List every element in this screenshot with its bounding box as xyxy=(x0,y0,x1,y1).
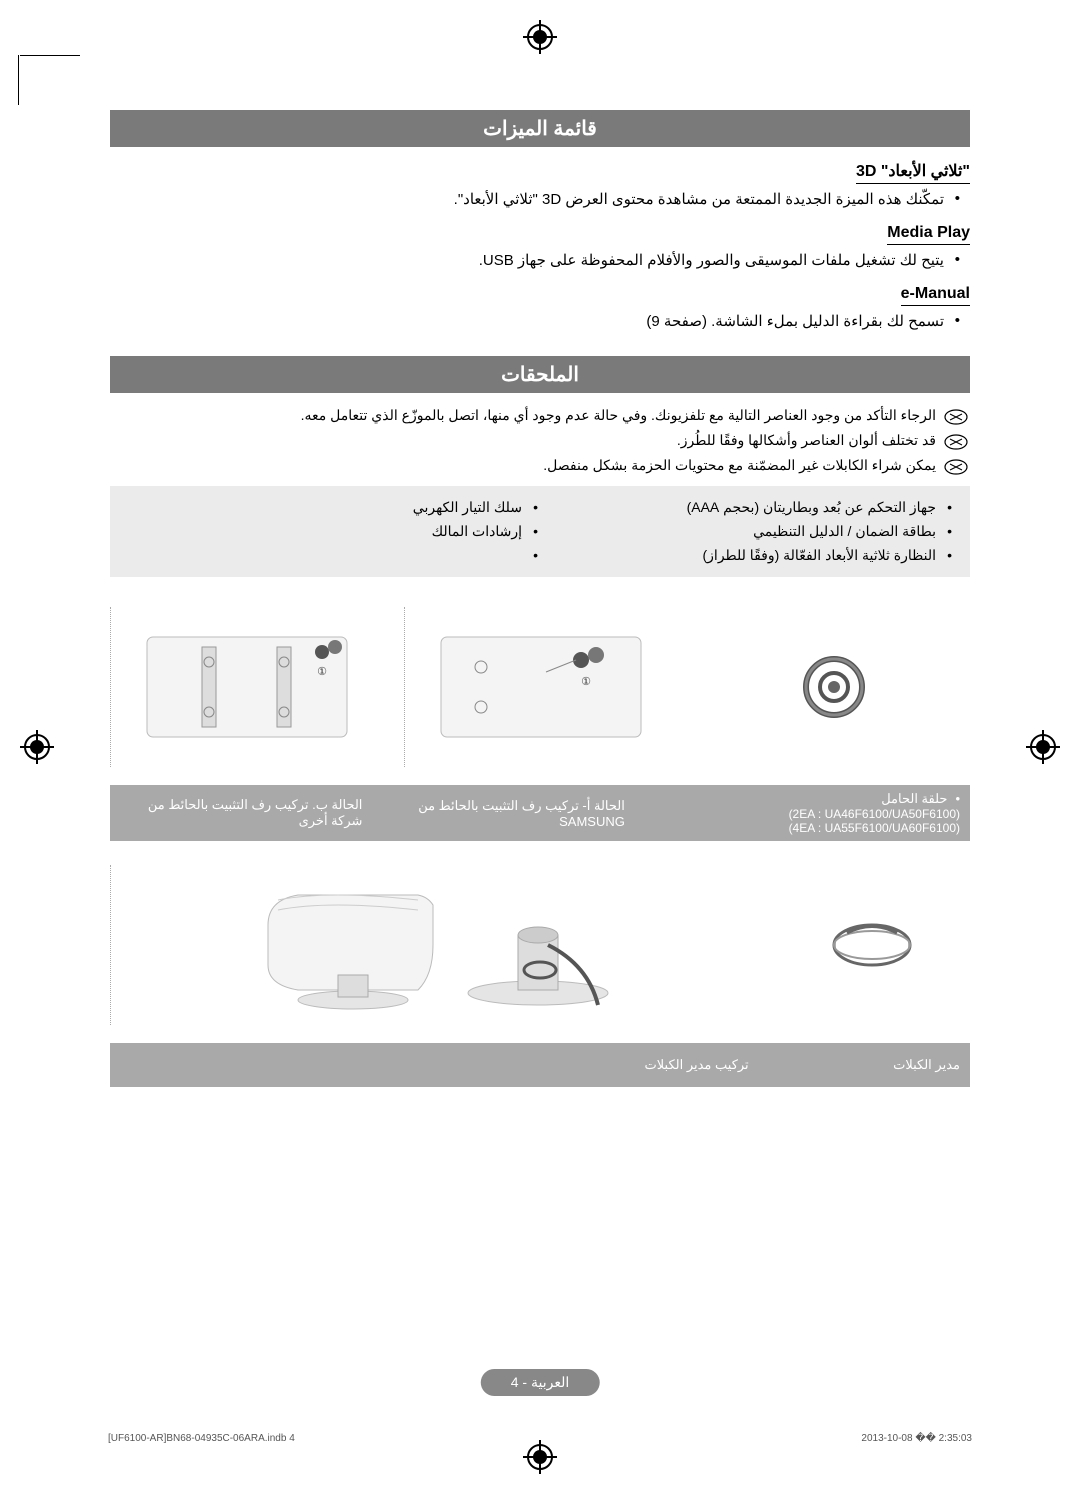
crop-mark xyxy=(20,55,80,56)
feature-description: تمكّنك هذه الميزة الجديدة الممتعة من مشا… xyxy=(110,190,970,208)
accessory-image-row: ① ① xyxy=(110,607,970,767)
registration-mark-icon xyxy=(24,734,50,760)
accessories-list-box: جهاز التحكم عن بُعد وبطاريتان (بحجم AAA)… xyxy=(110,486,970,577)
cable-manager-label: مدير الكبلات xyxy=(759,1043,970,1087)
ring-icon xyxy=(799,652,869,722)
list-item: النظارة ثلاثية الأبعاد الفعّالة (وفقًا ل… xyxy=(540,544,954,568)
registration-mark-icon xyxy=(1030,734,1056,760)
accessory-label-row: •حلقة الحامل (2EA : UA46F6100/UA50F6100)… xyxy=(110,785,970,841)
accessories-section-title: الملحقات xyxy=(110,356,970,393)
feature-description: يتيح لك تشغيل ملفات الموسيقى والصور والأ… xyxy=(110,251,970,269)
case-a-label: الحالة أ- تركيب رف التثبيت بالحائط من SA… xyxy=(372,785,634,841)
svg-text:①: ① xyxy=(581,676,591,688)
feature-e-manual: e-Manual تسمح لك بقراءة الدليل بملء الشا… xyxy=(110,285,970,330)
accessory-label-row: مدير الكبلات تركيب مدير الكبلات xyxy=(110,1043,970,1087)
holder-ring-label: حلقة الحامل xyxy=(881,791,947,807)
feature-heading: e-Manual xyxy=(901,285,970,306)
list-item: بطاقة الضمان / الدليل التنظيمي xyxy=(540,520,954,544)
feature-heading: 3D "ثلاثي الأبعاد" xyxy=(856,161,970,184)
case-b-label: الحالة ب. تركيب رف التثبيت بالحائط من شر… xyxy=(110,785,372,841)
footer-timestamp: 2013-10-08 �� 2:35:03 xyxy=(861,1433,972,1444)
feature-description: تسمح لك بقراءة الدليل بملء الشاشة. (صفحة… xyxy=(110,312,970,330)
footer-filename: [UF6100-AR]BN68-04935C-06ARA.indb 4 xyxy=(108,1433,295,1444)
cable-clip-icon xyxy=(827,915,917,975)
features-section-title: قائمة الميزات xyxy=(110,110,970,147)
wall-mount-samsung-image: ① xyxy=(404,607,678,767)
footer-metadata: [UF6100-AR]BN68-04935C-06ARA.indb 4 2013… xyxy=(108,1433,972,1444)
crop-mark xyxy=(18,55,19,105)
list-item: جهاز التحكم عن بُعد وبطاريتان (بحجم AAA) xyxy=(540,496,954,520)
holder-models-label: (2EA : UA46F6100/UA50F6100) (4EA : UA55F… xyxy=(789,807,960,835)
wall-mount-other-image: ① xyxy=(110,607,384,767)
accessories-col-right: جهاز التحكم عن بُعد وبطاريتان (بحجم AAA)… xyxy=(540,496,954,567)
note-icon xyxy=(944,409,968,425)
feature-media-play: Media Play يتيح لك تشغيل ملفات الموسيقى … xyxy=(110,224,970,269)
cable-manager-install-image xyxy=(110,865,754,1025)
page-content: قائمة الميزات 3D "ثلاثي الأبعاد" تمكّنك … xyxy=(110,110,970,1414)
note-icon xyxy=(944,434,968,450)
feature-3d: 3D "ثلاثي الأبعاد" تمكّنك هذه الميزة الج… xyxy=(110,161,970,208)
note-text: قد تختلف ألوان العناصر وأشكالها وفقًا لل… xyxy=(110,432,970,449)
feature-heading: Media Play xyxy=(887,224,970,245)
cable-install-label: تركيب مدير الكبلات xyxy=(110,1043,759,1087)
list-item: سلك التيار الكهربي xyxy=(126,496,540,520)
tv-mount-icon: ① xyxy=(421,617,661,757)
page-number-pill: العربية - 4 xyxy=(481,1369,600,1396)
note-text: الرجاء التأكد من وجود العناصر التالية مع… xyxy=(110,407,970,424)
note-text: يمكن شراء الكابلات غير المضمّنة مع محتوي… xyxy=(110,457,970,474)
registration-mark-icon xyxy=(527,24,553,50)
note-icon xyxy=(944,459,968,475)
tv-mount-bracket-icon: ① xyxy=(127,617,367,757)
list-item: إرشادات المالك xyxy=(126,520,540,544)
cable-manager-image xyxy=(774,865,970,1025)
accessory-image-row xyxy=(110,865,970,1025)
accessories-col-left: سلك التيار الكهربي إرشادات المالك xyxy=(126,496,540,567)
tv-stand-cable-icon xyxy=(218,875,648,1015)
registration-mark-icon xyxy=(527,1444,553,1470)
svg-text:①: ① xyxy=(317,666,327,678)
holder-ring-image xyxy=(697,607,970,767)
